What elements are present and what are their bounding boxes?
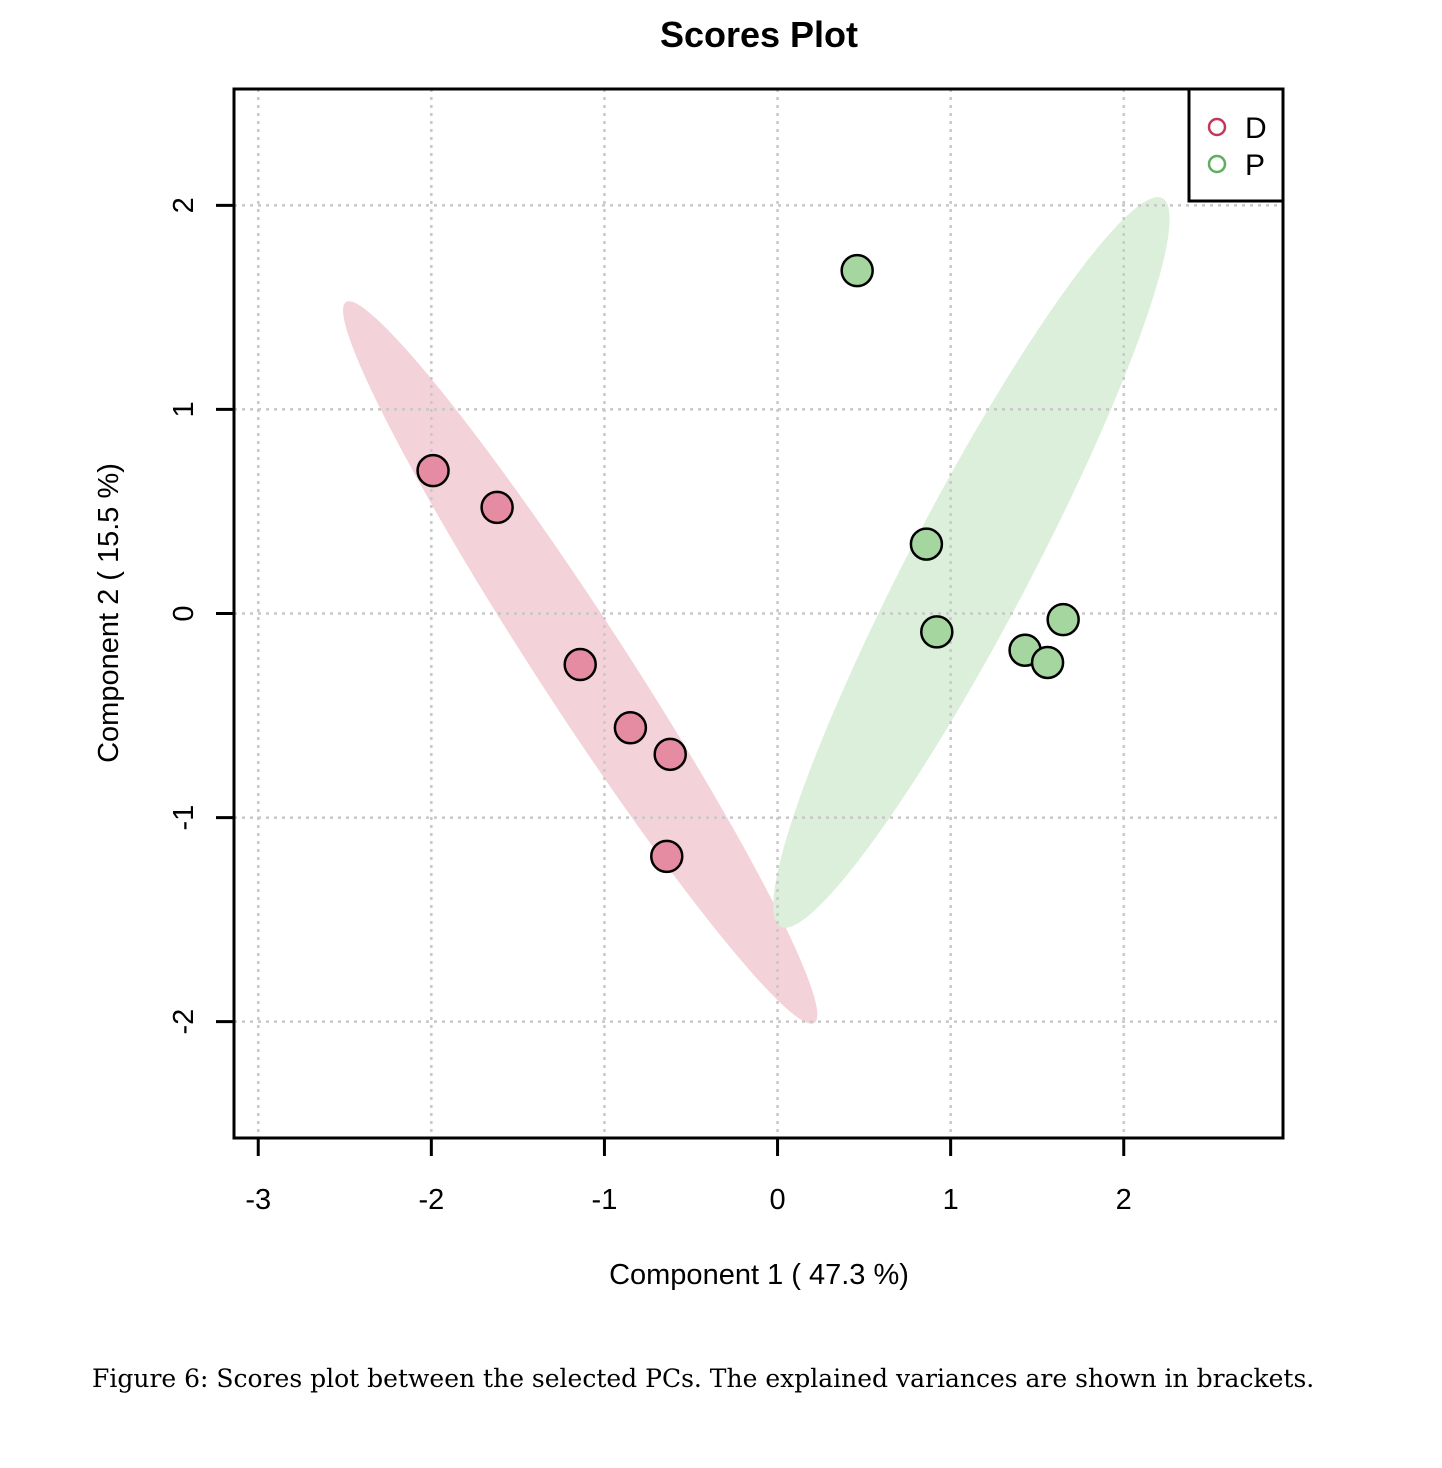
x-tick-label: -3 bbox=[245, 1184, 271, 1216]
x-tick-label: -1 bbox=[592, 1184, 618, 1216]
scores-plot-chart: Scores Plot -3 -2 -1 0 1 2 -2 -1 0 1 2 Component … bbox=[93, 14, 1285, 1291]
figure-caption: Figure 6: Scores plot between the select… bbox=[92, 1364, 1315, 1393]
data-points bbox=[416, 253, 1080, 874]
point-d bbox=[613, 711, 648, 745]
confidence-ellipses bbox=[343, 197, 1170, 1024]
chart-title: Scores Plot bbox=[660, 14, 858, 55]
x-tick-label: 2 bbox=[1116, 1184, 1132, 1216]
y-tick-label: -1 bbox=[168, 805, 200, 831]
y-axis: -2 -1 0 1 2 bbox=[168, 197, 236, 1035]
y-tick-label: 0 bbox=[168, 605, 200, 621]
x-tick-label: 1 bbox=[943, 1184, 959, 1216]
point-p bbox=[920, 615, 954, 649]
point-d bbox=[653, 737, 687, 772]
point-d bbox=[650, 839, 684, 874]
x-tick-label: -2 bbox=[418, 1184, 444, 1216]
grid-lines bbox=[234, 89, 1283, 1138]
x-axis: -3 -2 -1 0 1 2 bbox=[245, 1136, 1132, 1216]
legend-marker-p bbox=[1207, 154, 1227, 174]
y-tick-label: 2 bbox=[168, 197, 200, 213]
point-p bbox=[1046, 602, 1080, 637]
point-d bbox=[480, 490, 514, 525]
point-p bbox=[1030, 645, 1065, 680]
x-tick-label: 0 bbox=[769, 1184, 785, 1216]
point-p bbox=[840, 253, 874, 288]
y-axis-label: Component 2 ( 15.5 %) bbox=[93, 463, 125, 763]
legend: D P bbox=[1187, 87, 1285, 203]
legend-marker-d bbox=[1207, 117, 1227, 137]
point-d bbox=[416, 453, 450, 488]
y-tick-label: -2 bbox=[168, 1009, 200, 1035]
legend-label-d: D bbox=[1245, 112, 1267, 145]
y-tick-label: 1 bbox=[168, 401, 200, 417]
legend-label-p: P bbox=[1245, 149, 1265, 182]
point-p bbox=[909, 527, 944, 561]
point-d bbox=[563, 647, 597, 682]
ellipse-p bbox=[773, 197, 1170, 928]
legend-box bbox=[1187, 87, 1285, 203]
x-axis-label: Component 1 ( 47.3 %) bbox=[609, 1259, 909, 1291]
